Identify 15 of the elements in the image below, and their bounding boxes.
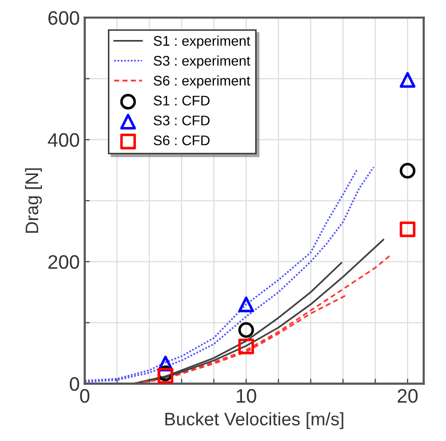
legend-label: S1 : experiment: [154, 36, 250, 49]
y-axis-title: Drag [N]: [25, 168, 42, 233]
x-tick-label: 0: [80, 389, 90, 403]
x-tick-label: 10: [236, 389, 256, 403]
y-tick-label: 600: [48, 11, 80, 25]
legend-label: S3 : experiment: [154, 56, 250, 68]
y-tick-label: 400: [48, 133, 80, 147]
y-tick-label: 0: [70, 377, 80, 391]
legend-label: S6 : experiment: [154, 75, 250, 88]
y-tick-label: 200: [48, 255, 80, 269]
x-axis-title: Bucket Velocities [m/s]: [165, 412, 344, 430]
x-tick-label: 20: [398, 389, 418, 403]
legend-label: S1 : CFD: [154, 96, 210, 106]
legend-label: S6 : CFD: [154, 135, 210, 146]
legend-label: S3 : CFD: [154, 116, 210, 126]
